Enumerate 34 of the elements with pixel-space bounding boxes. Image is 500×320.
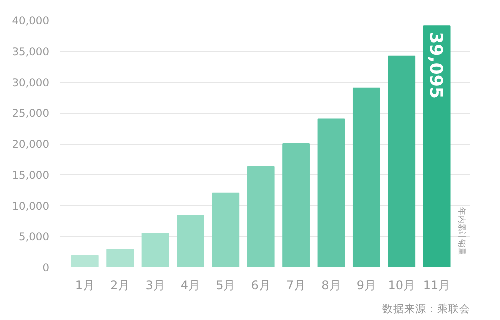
bar	[71, 255, 99, 268]
y-axis-title: 年内累计销量	[457, 208, 466, 256]
y-tick-label: 35,000	[12, 45, 50, 58]
bar	[352, 88, 380, 268]
x-tick-label: 3月	[146, 278, 166, 292]
bar	[318, 118, 346, 268]
x-tick-label: 5月	[216, 278, 236, 292]
x-tick-label: 2月	[110, 278, 130, 292]
bar	[106, 249, 134, 268]
x-tick-label: 6月	[251, 278, 271, 292]
bar	[177, 215, 204, 268]
y-tick-label: 10,000	[12, 200, 50, 213]
y-tick-label: 15,000	[12, 168, 50, 182]
x-tick-label: 7月	[286, 278, 306, 292]
x-tick-label: 11月	[423, 278, 451, 292]
x-tick-label: 1月	[75, 278, 95, 292]
bar	[423, 26, 451, 268]
x-tick-label: 8月	[322, 278, 342, 292]
data-label: 39,095	[426, 32, 446, 99]
y-tick-label: 0	[42, 262, 50, 274]
bar	[142, 233, 170, 268]
y-tick-label: 25,000	[12, 107, 50, 120]
y-tick-label: 40,000	[12, 14, 50, 28]
y-tick-label: 5,000	[18, 230, 50, 244]
bar	[212, 192, 240, 268]
bar	[388, 56, 416, 268]
bar	[247, 166, 275, 268]
x-tick-label: 9月	[356, 278, 377, 292]
x-tick-label: 4月	[180, 278, 201, 292]
bar	[282, 144, 310, 268]
x-tick-label: 10月	[388, 278, 416, 292]
y-tick-label: 30,000	[12, 76, 50, 90]
y-tick-label: 20,000	[12, 138, 50, 151]
source-note: 数据来源：乘联会	[382, 302, 470, 316]
